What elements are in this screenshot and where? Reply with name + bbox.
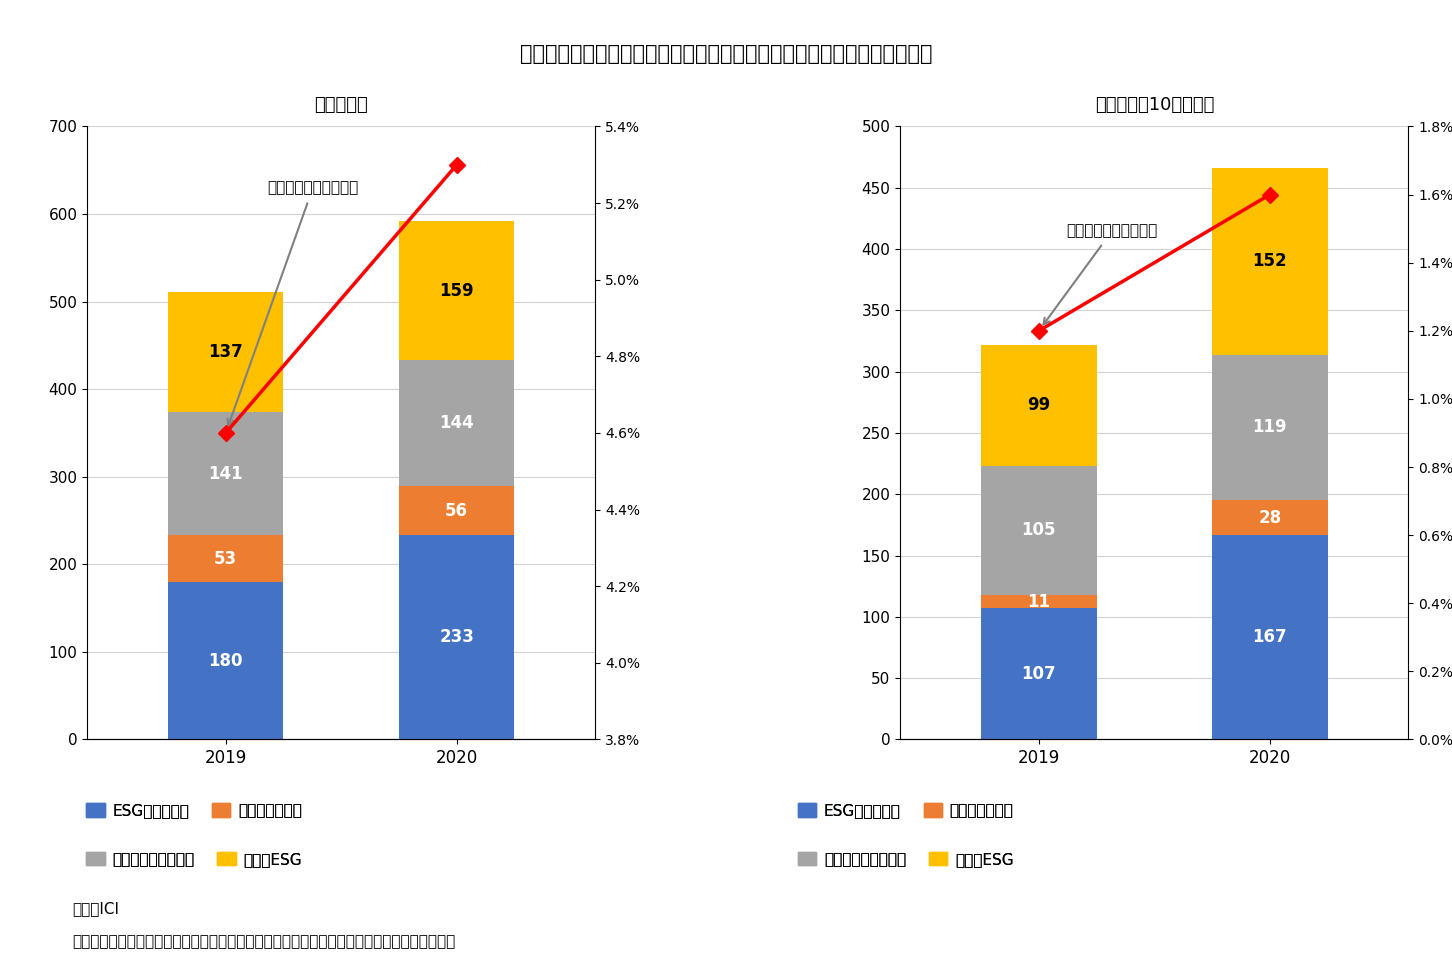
Legend: ESGフォーカス, 環境フォーカス: ESGフォーカス, 環境フォーカス bbox=[80, 797, 308, 824]
Bar bbox=[1212, 354, 1327, 500]
Text: 11: 11 bbox=[1028, 593, 1050, 610]
Text: 152: 152 bbox=[1253, 252, 1286, 270]
Text: 出所）ICI: 出所）ICI bbox=[73, 901, 119, 916]
Bar bbox=[1212, 168, 1327, 354]
Bar bbox=[168, 582, 283, 739]
Text: 144: 144 bbox=[440, 414, 475, 432]
Bar bbox=[1212, 535, 1327, 739]
Legend: 宗教価値フォーカス, その他ESG: 宗教価値フォーカス, その他ESG bbox=[80, 846, 308, 873]
Bar bbox=[168, 535, 283, 582]
Bar bbox=[399, 535, 514, 739]
Text: 107: 107 bbox=[1022, 665, 1056, 683]
Text: 56: 56 bbox=[446, 502, 468, 520]
Text: 180: 180 bbox=[209, 652, 242, 669]
Legend: ESGフォーカス, 環境フォーカス: ESGフォーカス, 環境フォーカス bbox=[791, 797, 1019, 824]
Text: 105: 105 bbox=[1022, 522, 1056, 539]
Bar bbox=[399, 486, 514, 535]
Text: 99: 99 bbox=[1027, 396, 1050, 414]
Bar bbox=[982, 608, 1096, 739]
Bar bbox=[982, 466, 1096, 595]
Legend: 宗教価値フォーカス, その他ESG: 宗教価値フォーカス, その他ESG bbox=[791, 846, 1019, 873]
Bar bbox=[168, 292, 283, 412]
Text: 市場全体に占める割合: 市場全体に占める割合 bbox=[228, 180, 359, 425]
Text: 注）・ファンド数（左図）、資産残高（右図）は、いずれも左軸。市場に占める割合は右軸。: 注）・ファンド数（左図）、資産残高（右図）は、いずれも左軸。市場に占める割合は右… bbox=[73, 934, 456, 949]
Text: 市場全体に占める割合: 市場全体に占める割合 bbox=[1044, 223, 1157, 324]
Bar bbox=[399, 221, 514, 360]
Bar bbox=[982, 344, 1096, 466]
Text: 図表１：ＥＳＧ要素を考慮した投資信託・ＥＴＦのファンド数・資産残高: 図表１：ＥＳＧ要素を考慮した投資信託・ＥＴＦのファンド数・資産残高 bbox=[520, 44, 932, 63]
Text: 28: 28 bbox=[1259, 509, 1282, 526]
Title: 資産残高（10億ドル）: 資産残高（10億ドル） bbox=[1095, 95, 1214, 114]
Text: 119: 119 bbox=[1253, 418, 1286, 437]
Text: 53: 53 bbox=[213, 550, 237, 567]
Text: 141: 141 bbox=[209, 465, 242, 483]
Bar bbox=[168, 412, 283, 535]
Bar bbox=[1212, 500, 1327, 535]
Bar bbox=[982, 595, 1096, 608]
Title: ファンド数: ファンド数 bbox=[314, 95, 369, 114]
Text: 233: 233 bbox=[440, 629, 475, 646]
Text: 167: 167 bbox=[1253, 629, 1286, 646]
Text: 137: 137 bbox=[208, 343, 242, 361]
Bar bbox=[399, 360, 514, 486]
Text: 159: 159 bbox=[440, 282, 473, 300]
